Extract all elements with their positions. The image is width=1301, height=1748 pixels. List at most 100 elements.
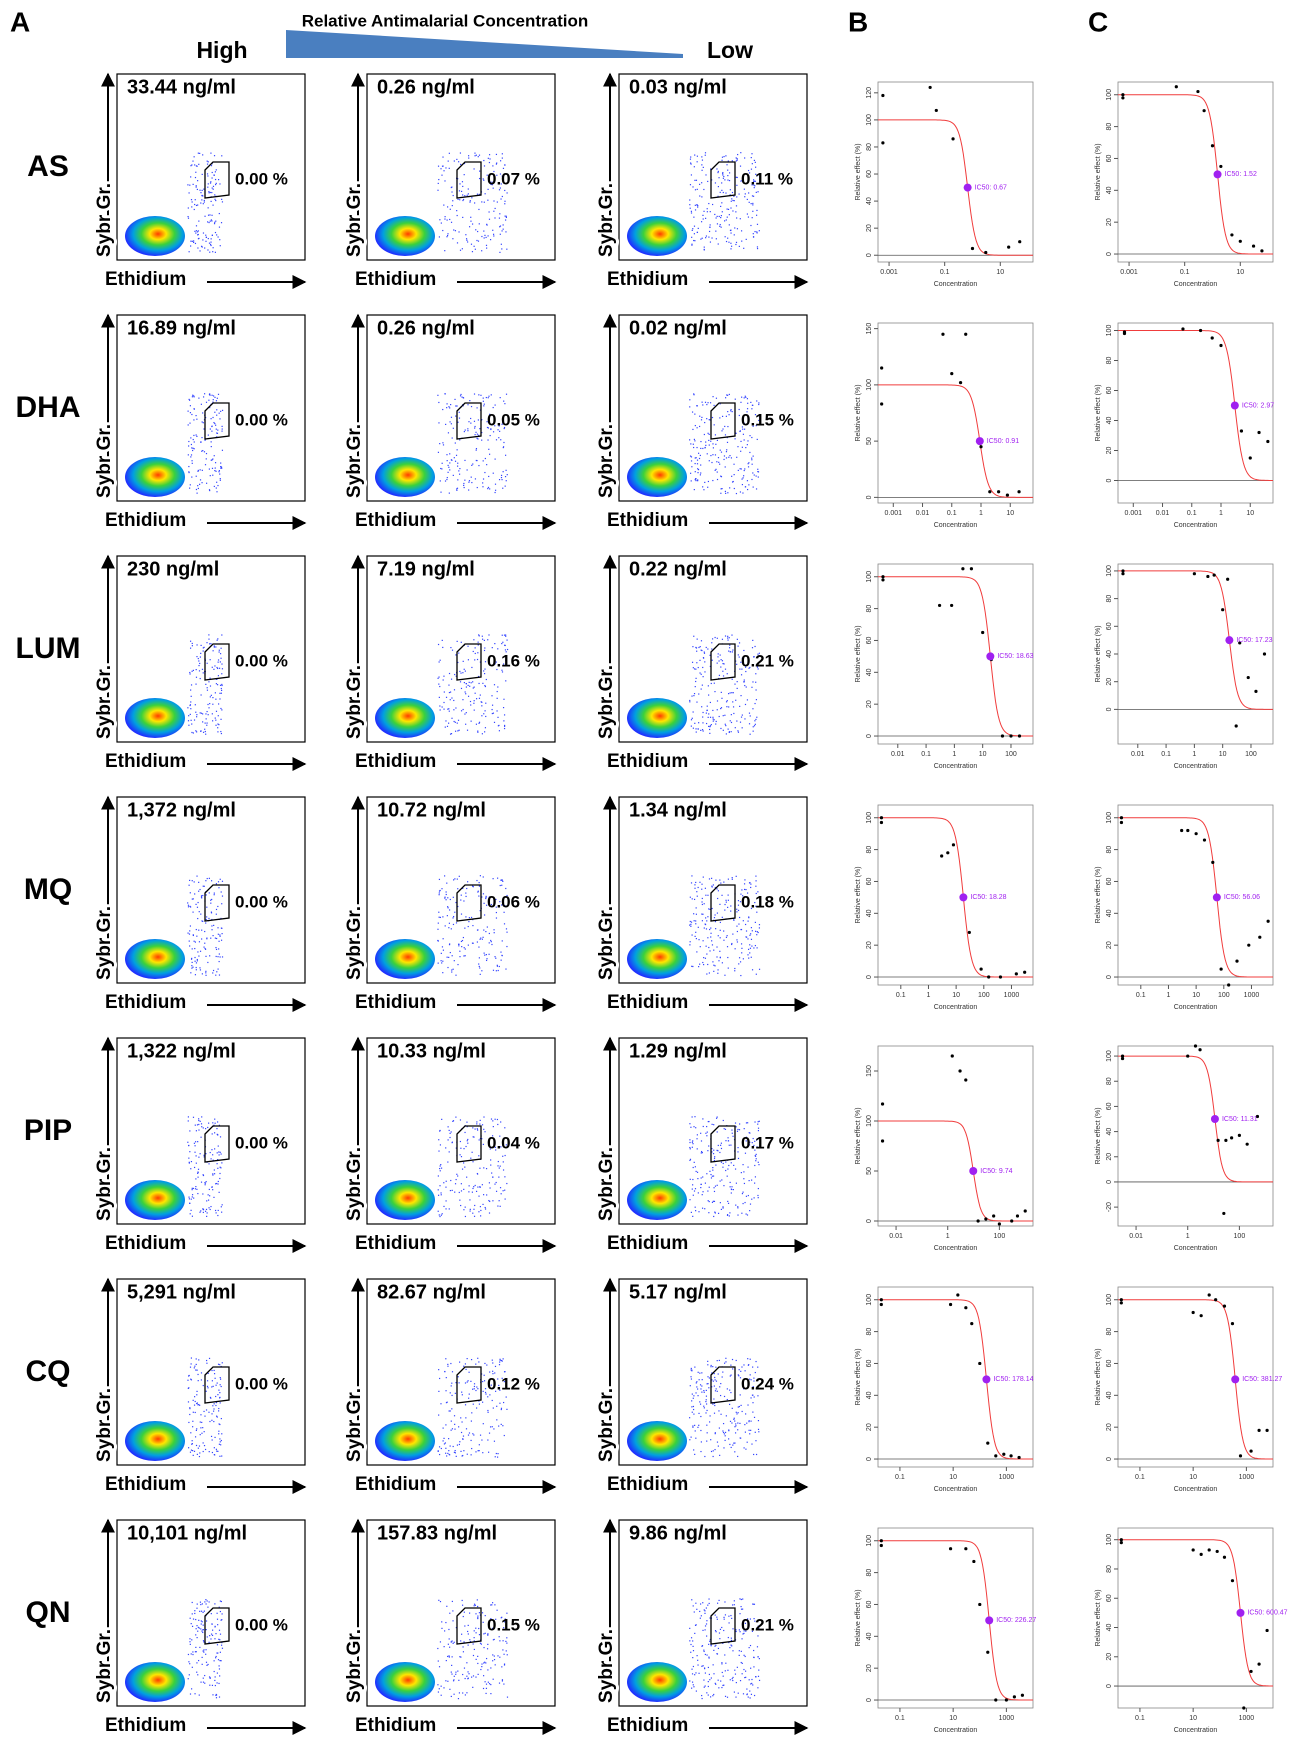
- flow-y-label: Sybr Gr.: [344, 183, 365, 257]
- event-dot: [199, 663, 200, 664]
- event-dot: [715, 470, 716, 471]
- event-dot: [438, 166, 439, 167]
- event-dot: [475, 229, 476, 230]
- event-dot: [710, 455, 711, 456]
- event-dot: [478, 895, 479, 896]
- event-dot: [689, 199, 690, 200]
- event-dot: [194, 1451, 195, 1452]
- event-dot: [201, 694, 202, 695]
- event-dot: [704, 1667, 705, 1668]
- event-dot: [737, 941, 738, 942]
- event-dot: [745, 1677, 746, 1678]
- event-dot: [707, 402, 708, 403]
- event-dot: [213, 1421, 214, 1422]
- event-dot: [701, 706, 702, 707]
- event-dot: [492, 1400, 493, 1401]
- event-dot: [729, 172, 730, 173]
- event-dot: [199, 1694, 200, 1695]
- event-dot: [725, 397, 726, 398]
- event-dot: [464, 713, 465, 714]
- event-dot: [188, 1120, 189, 1121]
- event-dot: [691, 1406, 692, 1407]
- event-dot: [454, 721, 455, 722]
- event-dot: [479, 1168, 480, 1169]
- event-dot: [214, 194, 215, 195]
- event-dot: [189, 1130, 190, 1131]
- event-dot: [731, 1192, 732, 1193]
- data-point: [1193, 572, 1196, 575]
- event-dot: [707, 1364, 708, 1365]
- event-dot: [740, 1371, 741, 1372]
- event-dot: [699, 458, 700, 459]
- event-dot: [208, 714, 209, 715]
- event-dot: [758, 1431, 759, 1432]
- event-dot: [694, 723, 695, 724]
- event-dot: [697, 1655, 698, 1656]
- event-dot: [465, 1369, 466, 1370]
- event-dot: [729, 394, 730, 395]
- event-dot: [704, 927, 705, 928]
- event-dot: [709, 950, 710, 951]
- event-dot: [449, 1151, 450, 1152]
- event-dot: [720, 883, 721, 884]
- event-dot: [461, 1183, 462, 1184]
- event-dot: [741, 889, 742, 890]
- event-dot: [713, 405, 714, 406]
- event-dot: [737, 931, 738, 932]
- event-dot: [731, 1618, 732, 1619]
- event-dot: [703, 877, 704, 878]
- event-dot: [450, 1410, 451, 1411]
- event-dot: [202, 421, 203, 422]
- event-dot: [456, 210, 457, 211]
- event-dot: [728, 1140, 729, 1141]
- event-dot: [702, 1208, 703, 1209]
- event-dot: [450, 952, 451, 953]
- event-dot: [220, 245, 221, 246]
- concentration-label: 5,291 ng/ml: [127, 1281, 236, 1303]
- event-dot: [206, 718, 207, 719]
- y-tick-label: 120: [866, 87, 873, 99]
- event-dot: [219, 1660, 220, 1661]
- event-dot: [740, 166, 741, 167]
- event-dot: [448, 472, 449, 473]
- event-dot: [711, 1677, 712, 1678]
- event-dot: [453, 969, 454, 970]
- event-dot: [702, 904, 703, 905]
- event-dot: [716, 217, 717, 218]
- event-dot: [725, 1614, 726, 1615]
- event-dot: [439, 1185, 440, 1186]
- event-dot: [202, 1629, 203, 1630]
- event-dot: [216, 1449, 217, 1450]
- event-dot: [471, 682, 472, 683]
- event-dot: [742, 1203, 743, 1204]
- event-dot: [196, 225, 197, 226]
- event-dot: [450, 404, 451, 405]
- y-tick-label: 60: [866, 170, 873, 178]
- event-dot: [467, 1358, 468, 1359]
- event-dot: [736, 493, 737, 494]
- event-dot: [737, 1456, 738, 1457]
- event-dot: [507, 1697, 508, 1698]
- event-dot: [709, 1421, 710, 1422]
- event-dot: [714, 1158, 715, 1159]
- data-point: [1213, 573, 1216, 576]
- event-dot: [205, 235, 206, 236]
- event-dot: [702, 448, 703, 449]
- event-dot: [469, 1613, 470, 1614]
- event-dot: [440, 1403, 441, 1404]
- event-dot: [200, 192, 201, 193]
- header-low: Low: [707, 37, 753, 63]
- event-dot: [205, 1449, 206, 1450]
- event-dot: [462, 217, 463, 218]
- event-dot: [695, 1188, 696, 1189]
- event-dot: [718, 660, 719, 661]
- event-dot: [451, 718, 452, 719]
- event-dot: [697, 205, 698, 206]
- event-dot: [446, 891, 447, 892]
- event-dot: [206, 907, 207, 908]
- event-dot: [215, 425, 216, 426]
- event-dot: [198, 1448, 199, 1449]
- event-dot: [708, 1145, 709, 1146]
- event-dot: [204, 247, 205, 248]
- event-dot: [215, 462, 216, 463]
